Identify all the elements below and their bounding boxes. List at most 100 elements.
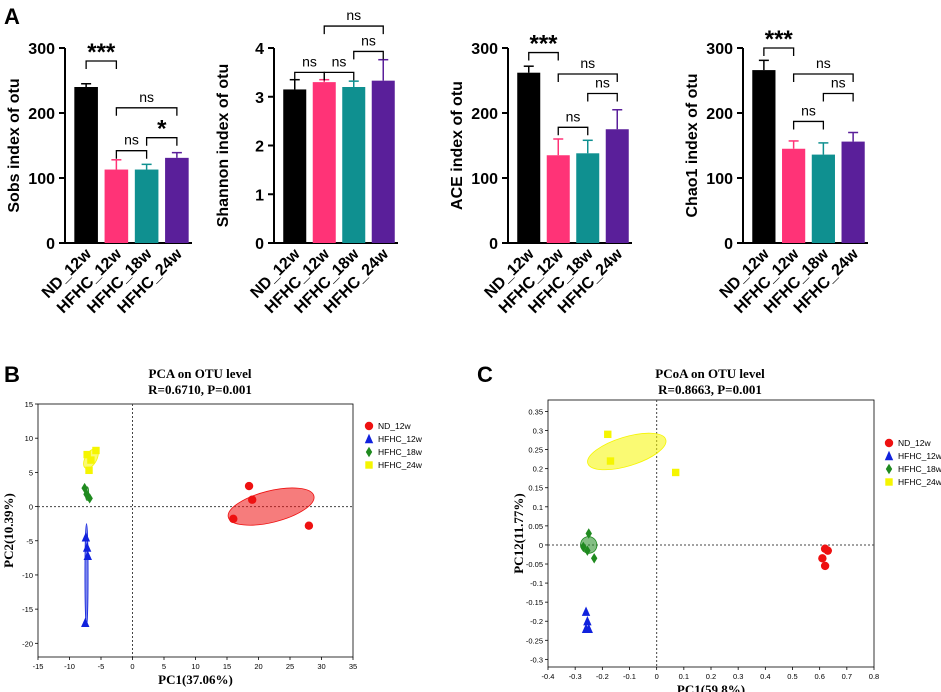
bar-hfhc-12w: [312, 82, 336, 243]
y-axis-label: Shannon index of otu: [215, 64, 232, 228]
bar-nd-12w: [517, 72, 541, 243]
data-point: [304, 521, 314, 530]
data-point: [580, 541, 587, 553]
bar-hfhc-24w: [371, 80, 395, 243]
legend-marker: [365, 446, 373, 458]
data-point: [81, 617, 90, 628]
significance-label: *: [157, 116, 167, 143]
significance-bracket: [145, 137, 178, 146]
significance-label: ns: [831, 75, 846, 91]
significance-bracket: [763, 47, 795, 56]
y-tick-label: 200: [471, 106, 498, 123]
x-tick-label: -0.4: [542, 672, 555, 681]
y-tick-label: 0: [724, 236, 733, 253]
y-tick-label: 0: [255, 236, 264, 253]
x-tick-label: 35: [349, 662, 357, 671]
x-tick-label: 0.5: [787, 672, 797, 681]
x-tick-label: 30: [317, 662, 325, 671]
data-point: [583, 616, 592, 626]
significance-label: ns: [801, 102, 816, 118]
y-tick-label: 1: [255, 187, 264, 204]
y-tick-label: 100: [28, 171, 55, 188]
data-point: [81, 532, 91, 542]
y-tick-label: -5: [26, 537, 33, 546]
x-tick-label: 0.1: [679, 672, 689, 681]
data-point: [604, 430, 612, 439]
y-tick-label: 0.2: [533, 465, 543, 474]
y-tick-label: 10: [25, 434, 33, 443]
x-tick-label: 0.4: [760, 672, 770, 681]
panel-label-c: C: [477, 362, 493, 387]
data-point: [823, 546, 833, 555]
x-tick-label: -10: [64, 662, 75, 671]
y-tick-label: -0.3: [530, 655, 543, 664]
y-tick-label: -15: [22, 605, 33, 614]
x-tick-label: -0.2: [596, 672, 609, 681]
significance-bracket: [792, 73, 854, 82]
y-tick-label: 300: [471, 41, 498, 58]
y-tick-label: 0.15: [528, 484, 543, 493]
bar-hfhc-18w: [576, 153, 600, 243]
data-point: [818, 554, 827, 563]
y-tick-label: -0.15: [526, 598, 543, 607]
y-tick-label: 0.25: [528, 446, 543, 455]
y-tick-label: 4: [255, 41, 264, 58]
significance-bracket: [115, 107, 178, 116]
y-tick-label: -20: [22, 639, 33, 648]
chart-subtitle: R=0.8663, P=0.001: [658, 382, 762, 397]
x-axis-label: PC1(59.8%): [677, 682, 745, 692]
y-axis-label: Chao1 index of otu: [684, 74, 701, 218]
legend-label: HFHC_12w: [898, 451, 941, 461]
significance-bracket: [792, 120, 825, 130]
legend-label: HFHC_12w: [378, 434, 423, 444]
bar-hfhc-24w: [841, 141, 865, 243]
x-tick-label: 20: [254, 662, 262, 671]
y-axis-label: PC2(10.39%): [1, 493, 16, 568]
y-tick-label: 100: [706, 171, 733, 188]
legend-marker: [884, 450, 894, 461]
significance-bracket: [323, 25, 384, 35]
x-tick-label: -5: [98, 662, 105, 671]
y-tick-label: 0.35: [528, 407, 543, 416]
data-point: [820, 561, 830, 571]
x-tick-label: 5: [162, 662, 166, 671]
legend-label: HFHC_18w: [898, 464, 941, 474]
y-tick-label: 0: [29, 503, 33, 512]
significance-label: ***: [87, 39, 116, 66]
data-point: [244, 481, 254, 491]
data-point: [83, 550, 92, 560]
significance-label: ns: [139, 89, 154, 105]
x-tick-label: 0.8: [869, 672, 879, 681]
y-tick-label: -0.05: [526, 560, 543, 569]
bar-nd-12w: [283, 89, 307, 243]
bar-nd-12w: [752, 70, 776, 243]
significance-bracket: [85, 60, 118, 69]
legend-marker: [364, 433, 374, 444]
y-axis-label: Sobs index of otu: [6, 78, 23, 212]
x-axis-label: PC1(37.06%): [158, 672, 233, 687]
y-tick-label: 3: [255, 90, 264, 107]
bar-hfhc-18w: [811, 154, 835, 243]
legend-marker: [884, 438, 894, 448]
y-tick-label: 0: [46, 236, 55, 253]
y-tick-label: 300: [706, 41, 733, 58]
y-tick-label: 5: [29, 468, 33, 477]
data-point: [229, 514, 238, 524]
data-point: [85, 466, 93, 475]
y-axis-label: ACE index of otu: [449, 81, 466, 210]
legend-marker: [364, 421, 374, 431]
bar-hfhc-18w: [342, 87, 366, 243]
y-axis-label: PC12(11.77%): [511, 493, 526, 574]
significance-label: ns: [346, 7, 361, 23]
x-tick-label: 0.2: [706, 672, 716, 681]
group-ellipse: [227, 487, 315, 526]
x-tick-label: -0.3: [569, 672, 582, 681]
x-tick-label: 25: [286, 662, 294, 671]
data-point: [87, 456, 95, 464]
significance-bracket: [528, 51, 559, 61]
data-point: [606, 457, 615, 465]
y-tick-label: -0.2: [530, 617, 543, 626]
